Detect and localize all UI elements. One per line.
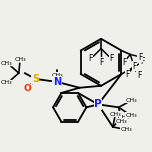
Text: CH₃: CH₃ xyxy=(110,112,122,117)
Text: F: F xyxy=(110,54,114,63)
Text: F: F xyxy=(88,54,92,63)
Text: F: F xyxy=(137,71,141,79)
Text: CH₃: CH₃ xyxy=(126,113,137,118)
Text: CH₃: CH₃ xyxy=(51,73,63,78)
Text: F: F xyxy=(99,58,103,67)
Text: O: O xyxy=(24,84,31,93)
Text: N: N xyxy=(53,77,61,87)
Text: F: F xyxy=(132,62,136,71)
Text: CH₃: CH₃ xyxy=(118,115,129,120)
Text: F: F xyxy=(122,58,127,67)
Text: CH₃: CH₃ xyxy=(0,80,12,85)
Text: CH₃: CH₃ xyxy=(116,119,127,124)
Text: F: F xyxy=(138,53,142,62)
Text: CH₃: CH₃ xyxy=(126,98,137,103)
Text: P: P xyxy=(94,99,102,109)
Text: F: F xyxy=(125,70,130,79)
Text: CH₃: CH₃ xyxy=(0,61,12,66)
Text: CH₃: CH₃ xyxy=(15,57,27,62)
Text: CH₃: CH₃ xyxy=(121,127,132,132)
Text: S: S xyxy=(32,74,39,84)
Text: F: F xyxy=(140,57,144,66)
